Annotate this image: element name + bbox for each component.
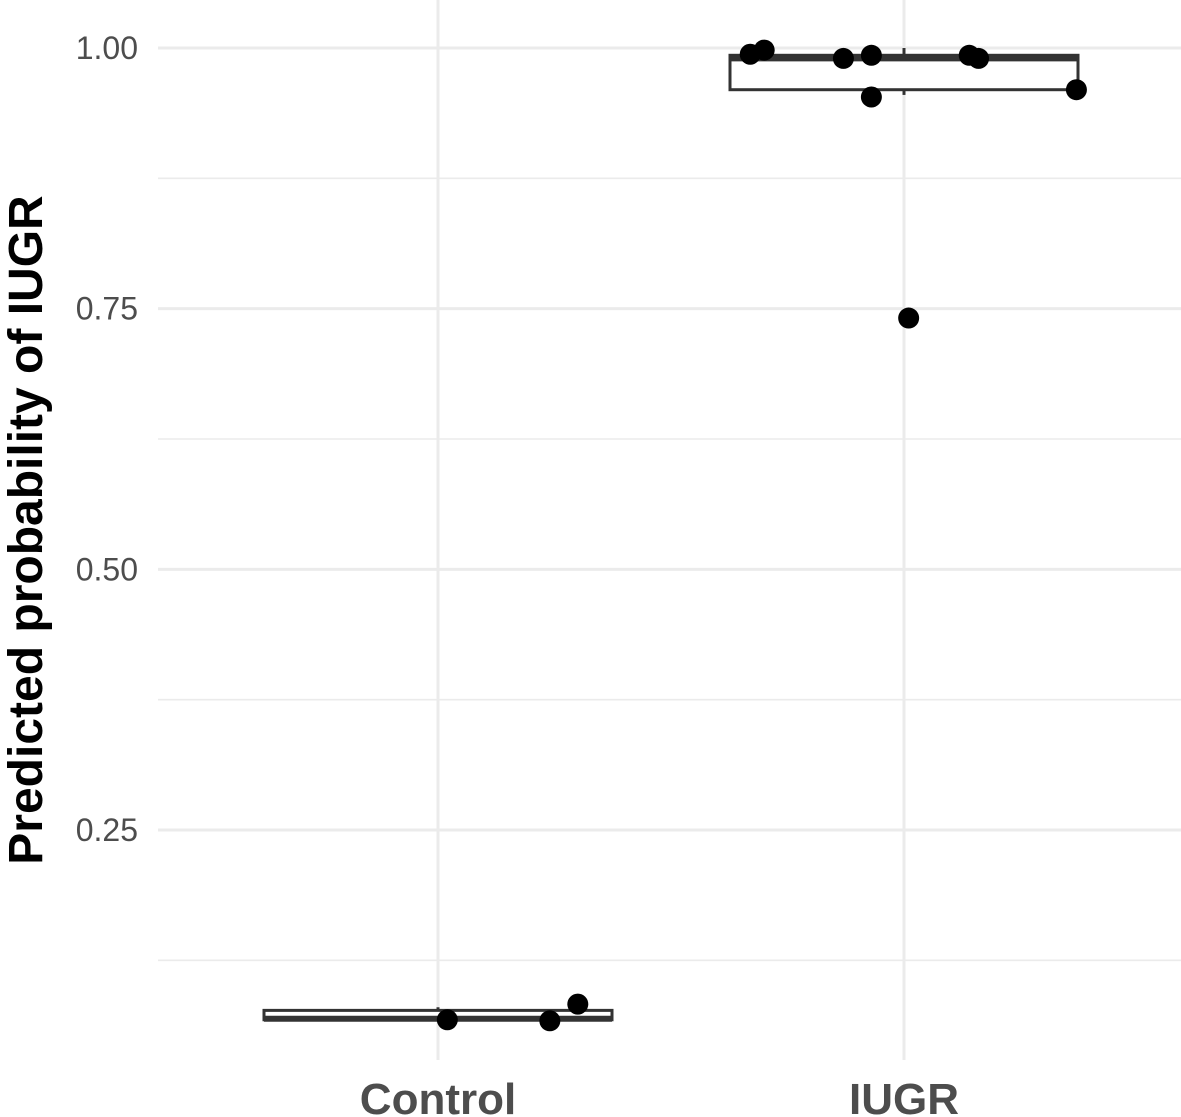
y-tick-label: 1.00 (76, 30, 138, 66)
data-point (832, 47, 854, 69)
gridlines (158, 0, 1181, 1060)
y-tick-label: 0.75 (76, 291, 138, 327)
data-point (567, 993, 589, 1015)
data-point (753, 39, 775, 61)
axis-labels: 0.25 0.50 0.75 1.00 Control IUGR (76, 30, 959, 1117)
data-point (539, 1010, 561, 1032)
data-point (968, 47, 990, 69)
data-points (436, 39, 1087, 1032)
x-tick-label: IUGR (849, 1075, 959, 1117)
y-axis-title: Predicted probability of IUGR (0, 195, 53, 864)
data-point (898, 307, 920, 329)
data-point (436, 1009, 458, 1031)
y-tick-label: 0.50 (76, 551, 138, 587)
data-point (860, 44, 882, 66)
x-tick-label: Control (360, 1075, 516, 1117)
y-tick-label: 0.25 (76, 812, 138, 848)
data-point (860, 86, 882, 108)
boxes (262, 48, 1080, 1022)
data-point (1065, 79, 1087, 101)
